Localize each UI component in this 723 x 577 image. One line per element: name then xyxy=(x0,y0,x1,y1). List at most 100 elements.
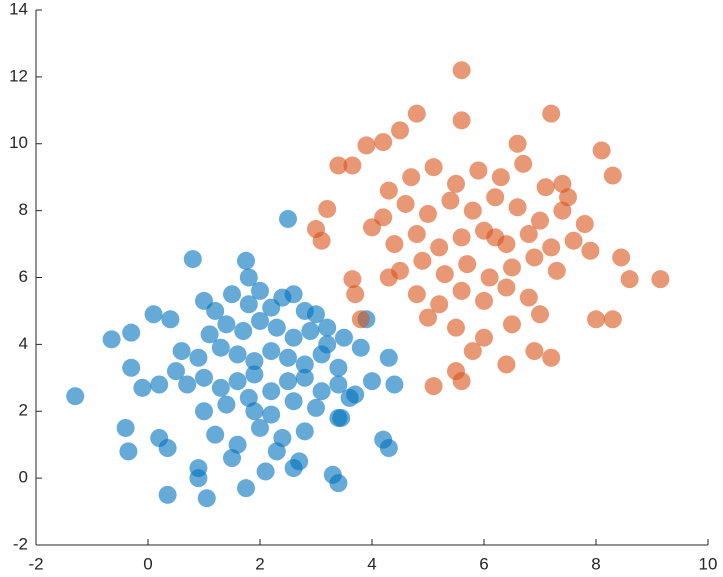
y-tick-label: 0 xyxy=(19,468,28,487)
x-tick-label: 0 xyxy=(143,554,152,573)
point xyxy=(519,288,538,307)
point xyxy=(542,104,561,123)
point xyxy=(195,368,213,387)
y-tick-label: 2 xyxy=(19,401,28,420)
point xyxy=(318,318,337,337)
point xyxy=(329,375,348,394)
point xyxy=(435,265,454,284)
point xyxy=(581,241,600,260)
point xyxy=(547,261,566,280)
y-tick-label: -2 xyxy=(13,534,28,553)
point xyxy=(357,136,376,155)
point xyxy=(211,378,230,397)
point xyxy=(503,315,521,334)
point xyxy=(385,375,404,394)
point xyxy=(245,352,264,371)
point xyxy=(211,338,230,357)
point xyxy=(603,166,622,185)
x-tick-label: 4 xyxy=(367,554,376,573)
point xyxy=(542,348,561,367)
point xyxy=(329,156,348,175)
point xyxy=(189,348,208,367)
point xyxy=(228,372,247,391)
point xyxy=(284,285,303,304)
point xyxy=(402,168,421,187)
point xyxy=(262,342,281,361)
point xyxy=(497,355,516,374)
point xyxy=(116,418,135,437)
point xyxy=(525,248,544,267)
y-tick-label: 14 xyxy=(9,0,28,18)
x-tick-label: -2 xyxy=(28,554,43,573)
point xyxy=(256,462,275,481)
point xyxy=(178,375,197,394)
point xyxy=(144,305,163,324)
point xyxy=(458,255,477,274)
point xyxy=(267,442,286,461)
point xyxy=(531,211,549,230)
point xyxy=(419,308,437,327)
point xyxy=(318,199,337,218)
point xyxy=(200,325,219,344)
x-tick-label: 8 xyxy=(591,554,600,573)
point xyxy=(587,310,605,329)
point xyxy=(279,372,297,391)
point xyxy=(150,375,169,394)
point xyxy=(407,104,426,123)
point xyxy=(251,418,269,437)
point xyxy=(343,156,362,175)
y-tick-label: 8 xyxy=(19,200,28,219)
point xyxy=(189,469,208,488)
point xyxy=(385,235,404,254)
point xyxy=(575,215,594,233)
point xyxy=(295,355,314,374)
point xyxy=(379,181,398,200)
point xyxy=(396,194,415,213)
point xyxy=(430,238,449,257)
point xyxy=(486,188,505,207)
point xyxy=(340,388,359,407)
point xyxy=(469,161,488,180)
point xyxy=(312,345,331,364)
point xyxy=(312,231,331,250)
point xyxy=(279,348,297,367)
point xyxy=(351,338,370,357)
point xyxy=(514,154,533,173)
point xyxy=(262,405,281,424)
x-tick-label: 2 xyxy=(255,554,264,573)
point xyxy=(237,251,255,270)
point xyxy=(424,158,443,177)
point xyxy=(564,231,583,250)
point xyxy=(329,408,348,427)
point xyxy=(245,402,264,421)
point xyxy=(475,291,493,310)
point xyxy=(234,322,253,340)
point xyxy=(379,268,398,287)
point xyxy=(251,281,269,300)
point xyxy=(441,191,460,210)
point xyxy=(329,358,348,377)
point xyxy=(363,218,381,237)
point xyxy=(430,295,449,314)
point xyxy=(475,328,493,347)
point xyxy=(307,398,325,417)
point xyxy=(284,328,303,347)
point xyxy=(122,358,141,377)
point xyxy=(312,382,331,401)
point xyxy=(183,250,202,269)
point xyxy=(463,342,482,361)
x-tick-label: 6 xyxy=(479,554,488,573)
point xyxy=(351,310,370,329)
point xyxy=(237,479,255,498)
point xyxy=(158,485,177,504)
point xyxy=(363,372,381,391)
point xyxy=(217,395,236,414)
point xyxy=(391,121,409,140)
point xyxy=(66,387,85,406)
point xyxy=(329,474,348,493)
point xyxy=(267,318,286,337)
point xyxy=(122,323,141,342)
y-tick-label: 12 xyxy=(9,66,28,85)
point xyxy=(228,345,247,364)
